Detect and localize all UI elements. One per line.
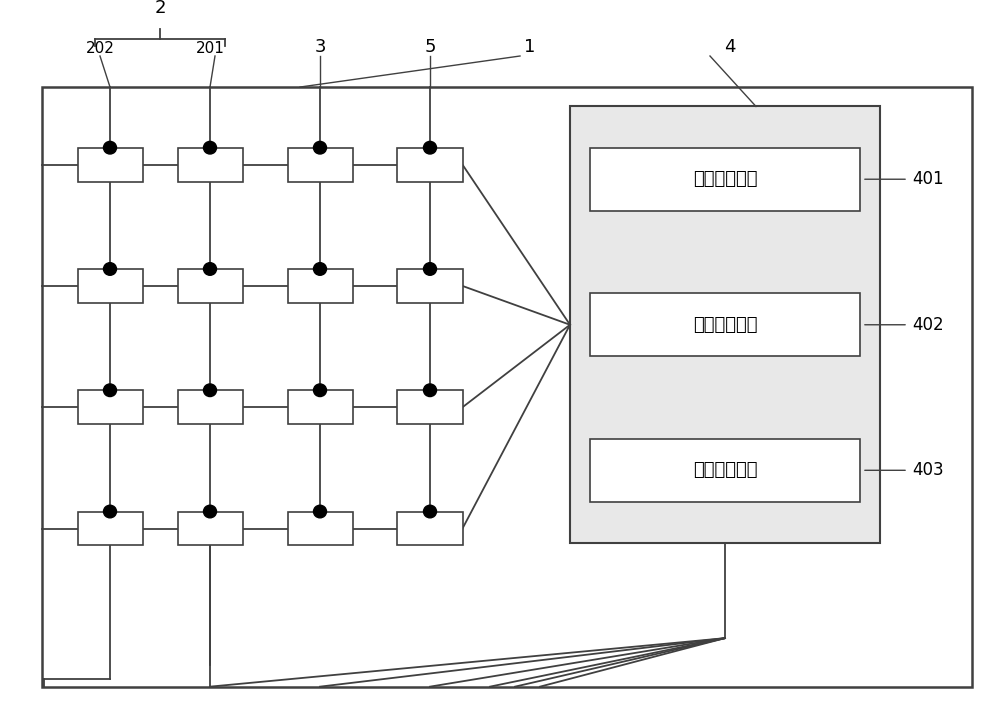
Bar	[78, 269, 143, 303]
Circle shape	[314, 263, 326, 275]
Bar	[397, 269, 462, 303]
Bar	[178, 511, 242, 545]
Bar	[288, 148, 352, 182]
Bar	[590, 293, 860, 356]
Bar	[590, 148, 860, 211]
Circle shape	[314, 384, 326, 396]
Bar	[78, 148, 143, 182]
Circle shape	[104, 384, 117, 396]
Bar	[178, 390, 242, 424]
Circle shape	[104, 142, 117, 154]
Bar	[397, 148, 462, 182]
Bar	[397, 390, 462, 424]
Circle shape	[314, 142, 326, 154]
Bar	[590, 439, 860, 502]
Circle shape	[424, 506, 436, 518]
Circle shape	[314, 506, 326, 518]
Text: 1: 1	[524, 38, 536, 56]
Bar	[178, 269, 242, 303]
Circle shape	[424, 142, 436, 154]
Text: 坐标鉴别模块: 坐标鉴别模块	[693, 316, 757, 333]
Bar	[178, 148, 242, 182]
Circle shape	[204, 142, 216, 154]
Circle shape	[104, 263, 117, 275]
Bar	[42, 87, 972, 687]
Text: 5: 5	[424, 38, 436, 56]
Text: 401: 401	[912, 170, 944, 188]
Circle shape	[204, 384, 216, 396]
Bar	[78, 511, 143, 545]
Circle shape	[424, 263, 436, 275]
Bar	[397, 511, 462, 545]
Circle shape	[204, 263, 216, 275]
Circle shape	[204, 506, 216, 518]
Text: 3: 3	[314, 38, 326, 56]
Bar	[570, 106, 880, 543]
Text: 温度报警模块: 温度报警模块	[693, 462, 757, 479]
Bar	[288, 269, 352, 303]
Text: 4: 4	[724, 38, 736, 56]
Text: 201: 201	[196, 41, 224, 56]
Bar	[288, 511, 352, 545]
Text: 403: 403	[912, 462, 944, 479]
Text: 402: 402	[912, 316, 944, 333]
Text: 2: 2	[154, 0, 166, 17]
Text: 202: 202	[86, 41, 114, 56]
Bar	[78, 390, 143, 424]
Circle shape	[104, 506, 117, 518]
Text: 温度扫描模块: 温度扫描模块	[693, 170, 757, 188]
Bar	[288, 390, 352, 424]
Circle shape	[424, 384, 436, 396]
